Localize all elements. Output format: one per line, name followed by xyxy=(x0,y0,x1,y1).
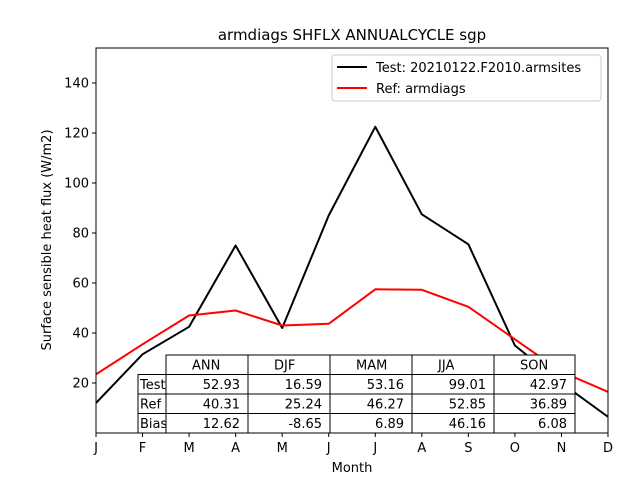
table-cell-value: 6.08 xyxy=(538,417,567,432)
table-cell-value: 40.31 xyxy=(203,398,240,413)
table-col-header: MAM xyxy=(356,359,387,374)
table-cell-value: 12.62 xyxy=(203,417,240,432)
y-tick-label: 120 xyxy=(64,127,89,142)
table-cell-value: -8.65 xyxy=(288,417,322,432)
x-tick-label: M xyxy=(183,441,194,456)
table-col-header: JJA xyxy=(437,359,454,374)
x-tick-label: J xyxy=(93,441,98,456)
chart-title: armdiags SHFLX ANNUALCYCLE sgp xyxy=(218,26,486,44)
x-tick-label: M xyxy=(277,441,288,456)
x-tick-label: J xyxy=(372,441,377,456)
legend-label-test: Test: 20210122.F2010.armsites xyxy=(375,61,581,76)
y-tick-label: 40 xyxy=(72,327,89,342)
table-cell-value: 52.85 xyxy=(449,398,486,413)
table-cell-value: 16.59 xyxy=(285,378,322,393)
table-cell-value: 42.97 xyxy=(530,378,567,393)
series-line-test xyxy=(96,125,608,418)
x-tick-label: F xyxy=(139,441,146,456)
table-col-header: SON xyxy=(520,359,548,374)
table-row-label: Test xyxy=(139,378,166,393)
table-cell-value: 25.24 xyxy=(285,398,322,413)
table-cell-value: 53.16 xyxy=(367,378,404,393)
x-tick-label: J xyxy=(326,441,331,456)
table-row-label: Bias xyxy=(140,417,167,432)
series-line-ref xyxy=(96,288,608,393)
y-tick-label: 140 xyxy=(64,77,89,92)
legend-label-ref: Ref: armdiags xyxy=(376,82,466,97)
table-cell-value: 52.93 xyxy=(203,378,240,393)
x-axis-label: Month xyxy=(332,461,373,476)
y-tick-label: 100 xyxy=(64,177,89,192)
y-tick-label: 60 xyxy=(72,277,89,292)
table-col-header: ANN xyxy=(192,359,220,374)
legend: Test: 20210122.F2010.armsites Ref: armdi… xyxy=(331,54,602,102)
table-row-label: Ref xyxy=(140,398,161,413)
y-axis-label: Surface sensible heat flux (W/m2) xyxy=(40,129,55,350)
table-cell-value: 99.01 xyxy=(449,378,486,393)
table-cell-value: 36.89 xyxy=(530,398,567,413)
x-tick-label: D xyxy=(603,441,613,456)
plot-frame xyxy=(95,47,609,434)
table-cell-value: 6.89 xyxy=(375,417,404,432)
x-tick-label: S xyxy=(464,441,472,456)
legend-box xyxy=(331,54,602,102)
x-tick-label: A xyxy=(417,441,426,456)
series-lines xyxy=(96,125,608,418)
x-tick-label: N xyxy=(557,441,567,456)
table-cell-value: 46.27 xyxy=(367,398,404,413)
table-col-header: DJF xyxy=(274,359,295,374)
y-tick-label: 20 xyxy=(72,377,89,392)
y-axis-ticks: 20 40 60 80 100 120 140 xyxy=(64,77,96,392)
x-tick-label: A xyxy=(231,441,240,456)
y-tick-label: 80 xyxy=(72,227,89,242)
stats-table: ANN DJF MAM JJA SON Test 52.93 16.59 53.16 99.01 4… xyxy=(137,354,576,434)
table-cell-value: 46.16 xyxy=(449,417,486,432)
x-tick-label: O xyxy=(510,441,520,456)
